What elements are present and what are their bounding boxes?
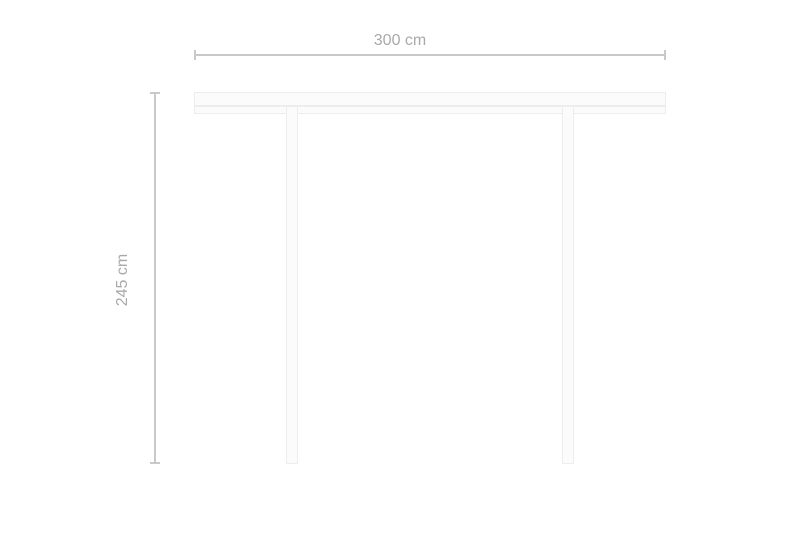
frame-front-lip (194, 106, 666, 114)
frame-right-post (562, 106, 574, 464)
height-dimension-label: 245 cm (113, 240, 133, 320)
frame-top-bar (194, 92, 666, 106)
width-dimension-rule (194, 54, 666, 56)
height-dimension-tick-top (150, 92, 160, 94)
width-dimension-tick-left (194, 50, 196, 60)
dimension-drawing: 300 cm 245 cm (0, 0, 800, 533)
width-dimension-label: 300 cm (0, 32, 800, 50)
width-dimension-tick-right (664, 50, 666, 60)
height-dimension-rule (154, 92, 156, 464)
height-dimension-tick-bottom (150, 462, 160, 464)
frame-left-post (286, 106, 298, 464)
